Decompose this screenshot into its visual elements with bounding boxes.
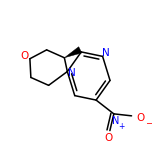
Text: +: + (119, 122, 125, 131)
Polygon shape (64, 47, 82, 58)
Text: N: N (68, 68, 76, 78)
Text: N: N (102, 48, 109, 58)
Text: N: N (112, 116, 119, 126)
Text: −: − (145, 118, 152, 127)
Text: O: O (105, 133, 113, 143)
Text: O: O (20, 51, 29, 61)
Text: O: O (136, 113, 145, 123)
